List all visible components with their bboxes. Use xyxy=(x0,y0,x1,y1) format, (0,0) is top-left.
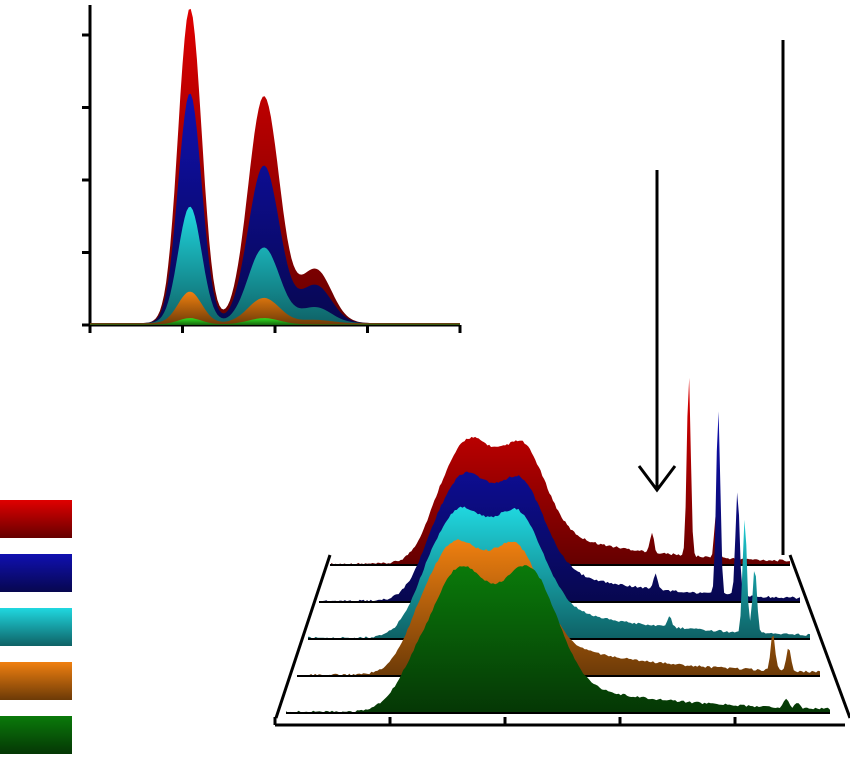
inset-series-area xyxy=(90,291,460,325)
waterfall-series-area xyxy=(286,565,830,713)
legend-swatch xyxy=(0,500,72,538)
waterfall-series-area xyxy=(319,411,800,602)
legend-swatch xyxy=(0,662,72,700)
down-arrow-head xyxy=(637,465,677,493)
legend-swatch xyxy=(0,716,72,754)
legend-swatch xyxy=(0,608,72,646)
floor-right-edge xyxy=(788,554,850,719)
inset-series-area xyxy=(90,206,460,325)
legend xyxy=(0,500,72,754)
inset-chart xyxy=(82,5,462,333)
waterfall-chart xyxy=(273,40,850,727)
inset-series-area xyxy=(90,318,460,325)
floor-left-edge xyxy=(274,554,332,719)
legend-swatch xyxy=(0,554,72,592)
